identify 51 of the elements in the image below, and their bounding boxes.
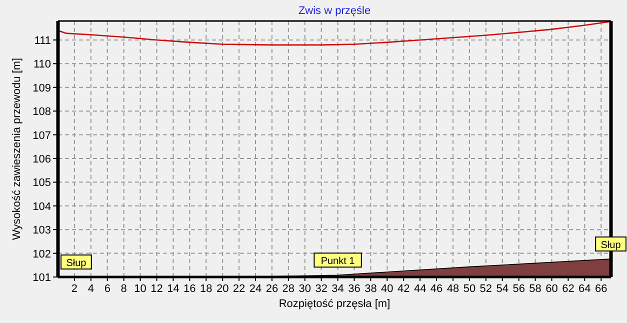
x-tick-label: 6 [104,283,110,295]
x-tick-label: 60 [546,283,558,295]
x-tick-label: 24 [249,283,262,295]
x-tick-label: 50 [463,283,476,295]
y-tick-label: 102 [32,248,51,260]
y-axis-title: Wysokość zawieszenia przewodu [m] [11,58,23,240]
x-tick-label: 4 [88,283,94,295]
x-tick-label: 28 [282,283,295,295]
y-tick-label: 105 [32,177,51,190]
annotation: Słup [66,258,87,269]
y-tick-label: 107 [32,130,51,142]
x-tick-label: 58 [529,283,542,295]
x-tick-label: 66 [595,283,608,295]
x-tick-label: 36 [348,283,360,295]
x-tick-label: 62 [562,283,574,295]
x-tick-label: 26 [266,283,278,295]
x-tick-label: 54 [496,283,508,295]
annotation: Punkt 1 [320,256,356,268]
y-tick-label: 101 [32,272,51,284]
x-tick-label: 12 [150,283,163,295]
x-tick-label: 42 [398,283,410,295]
x-tick-label: 10 [134,283,146,295]
y-tick-label: 111 [34,34,51,47]
x-axis-title: Rozpiętość przęsła [m] [278,298,390,310]
y-tick-label: 104 [32,200,51,213]
x-tick-label: 56 [512,283,525,295]
x-tick-label: 14 [167,283,180,295]
x-tick-label: 34 [332,283,344,295]
x-tick-label: 40 [381,283,394,295]
x-tick-label: 30 [298,283,311,295]
x-tick-label: 16 [184,283,196,295]
x-tick-label: 52 [480,283,492,295]
annotation: Słup [600,240,622,251]
y-tick-label: 103 [32,224,51,237]
x-tick-label: 2 [71,283,78,295]
x-tick-label: 8 [120,283,127,295]
x-tick-label: 20 [216,283,229,295]
chart-title: Zwis w przęśle [298,5,371,17]
x-tick-label: 18 [200,283,212,295]
x-tick-label: 22 [232,283,246,295]
y-tick-label: 108 [32,106,51,118]
x-tick-label: 32 [315,283,328,295]
x-tick-label: 64 [578,283,591,295]
x-tick-label: 48 [446,283,460,295]
x-tick-label: 44 [414,283,426,295]
y-tick-label: 106 [32,153,51,166]
y-tick-label: 109 [32,82,51,94]
line-series [57,20,612,46]
x-tick-label: 38 [364,283,377,295]
x-tick-label: 46 [430,283,443,295]
y-tick-label: 110 [33,58,51,71]
